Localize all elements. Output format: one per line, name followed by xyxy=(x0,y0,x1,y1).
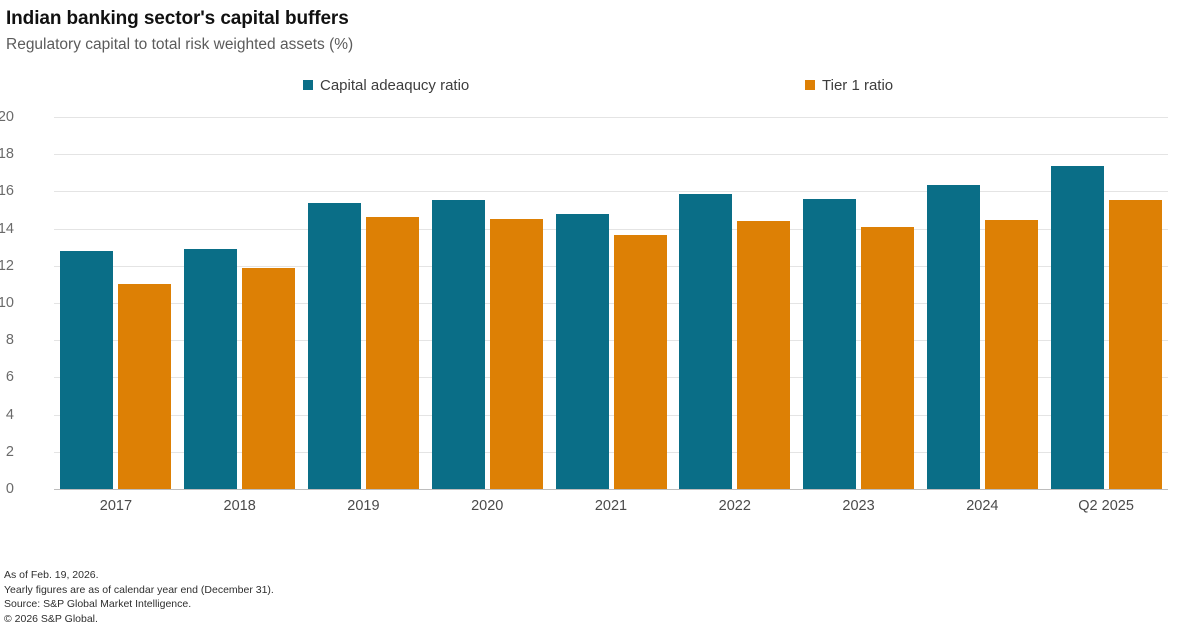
x-axis-tick-label: 2024 xyxy=(966,498,999,514)
bar-group xyxy=(555,117,667,489)
legend-item-tier-1-ratio[interactable]: Tier 1 ratio xyxy=(805,72,893,98)
bar-group xyxy=(60,117,172,489)
x-axis-tick-label: 2017 xyxy=(99,498,133,514)
bar-tier-1-ratio[interactable] xyxy=(613,235,667,489)
x-axis-line xyxy=(54,489,1168,490)
legend-item-label: Capital adeaqucy ratio xyxy=(320,76,470,94)
gridline xyxy=(54,377,1168,379)
y-axis-tick-label: 8 xyxy=(5,332,14,349)
bar-capital-adequacy-ratio[interactable] xyxy=(307,202,361,489)
bar-capital-adequacy-ratio[interactable] xyxy=(555,213,609,489)
gridline xyxy=(54,265,1168,267)
bar-tier-1-ratio[interactable] xyxy=(365,216,419,489)
legend-swatch-icon xyxy=(303,80,313,90)
y-axis-tick-label: 14 xyxy=(0,220,14,237)
bar-group xyxy=(926,117,1038,489)
y-axis-tick-label: 12 xyxy=(0,257,14,274)
gridline xyxy=(54,154,1168,156)
gridline xyxy=(54,303,1168,304)
bar-group xyxy=(307,117,419,489)
x-axis-tick-label: 2019 xyxy=(347,498,380,514)
gridline xyxy=(54,228,1168,230)
gridline xyxy=(54,451,1168,453)
y-axis-tick-label: 16 xyxy=(0,183,14,200)
bars-container xyxy=(54,117,1168,489)
legend-item-label: Tier 1 ratio xyxy=(822,76,894,94)
x-axis-tick-label: Q2 2025 xyxy=(1078,498,1134,514)
legend-swatch-icon xyxy=(805,80,815,90)
x-axis-tick-label: 2022 xyxy=(718,498,751,514)
bar-capital-adequacy-ratio[interactable] xyxy=(60,250,114,489)
gridline xyxy=(54,117,1168,118)
bar-capital-adequacy-ratio[interactable] xyxy=(1050,166,1104,489)
bar-capital-adequacy-ratio[interactable] xyxy=(926,184,980,489)
x-axis-labels: 2017 2018 2019 2020 2021 2022 2023 2024 Q2 2025 xyxy=(54,498,1168,522)
bar-tier-1-ratio[interactable] xyxy=(118,284,172,489)
y-axis-tick-label: 4 xyxy=(5,406,14,423)
y-axis-labels: 0 2 4 6 8 10 12 14 16 18 20 xyxy=(0,109,1200,497)
chart-footnotes: As of Feb. 19, 2026. Yearly figures are a… xyxy=(4,568,704,626)
bar-tier-1-ratio[interactable] xyxy=(1108,199,1162,489)
bar-group xyxy=(431,117,543,489)
y-axis-tick-label: 2 xyxy=(5,443,14,460)
bar-tier-1-ratio[interactable] xyxy=(489,219,543,489)
legend-item-capital-adequacy-ratio[interactable]: Capital adeaqucy ratio xyxy=(303,72,469,98)
footnote-line: Source: S&P Global Market Intelligence. xyxy=(4,598,192,610)
bar-tier-1-ratio[interactable] xyxy=(242,267,296,489)
bar-group xyxy=(803,117,915,489)
y-axis-tick-label: 18 xyxy=(0,146,14,163)
y-axis-tick-label: 10 xyxy=(0,295,14,311)
bar-group xyxy=(1050,117,1162,489)
bar-capital-adequacy-ratio[interactable] xyxy=(803,198,857,489)
x-axis-tick-label: 2018 xyxy=(223,498,256,514)
gridline xyxy=(54,191,1168,193)
bar-tier-1-ratio[interactable] xyxy=(737,221,791,489)
x-axis-tick-label: 2023 xyxy=(842,498,875,514)
bar-capital-adequacy-ratio[interactable] xyxy=(679,194,733,489)
gridline xyxy=(54,414,1168,416)
y-axis-tick-label: 0 xyxy=(5,481,14,497)
footnote-line: © 2026 S&P Global. xyxy=(4,612,98,625)
bar-capital-adequacy-ratio[interactable] xyxy=(431,199,485,489)
chart-header: Indian banking sector's capital buffers … xyxy=(0,0,1200,56)
x-axis-tick-label: 2021 xyxy=(594,498,628,514)
bar-tier-1-ratio[interactable] xyxy=(861,226,915,489)
chart-legend: Capital adeaqucy ratio Tier 1 ratio xyxy=(0,72,1200,98)
footnote-line: Yearly figures are as of calendar year e… xyxy=(4,583,274,596)
y-axis-tick-label: 20 xyxy=(0,109,14,125)
footnote-line: As of Feb. 19, 2026. xyxy=(4,569,99,581)
bar-capital-adequacy-ratio[interactable] xyxy=(184,249,238,489)
bar-group xyxy=(679,117,791,489)
gridlines-container xyxy=(54,117,1168,490)
chart-subtitle: Regulatory capital to total risk weighte… xyxy=(6,36,354,53)
gridline xyxy=(54,340,1168,342)
y-axis-tick-label: 6 xyxy=(5,369,14,386)
bar-tier-1-ratio[interactable] xyxy=(984,220,1038,489)
page-title: Indian banking sector's capital buffers xyxy=(6,8,349,29)
bar-group xyxy=(184,117,296,489)
x-axis-tick-label: 2020 xyxy=(471,498,504,514)
